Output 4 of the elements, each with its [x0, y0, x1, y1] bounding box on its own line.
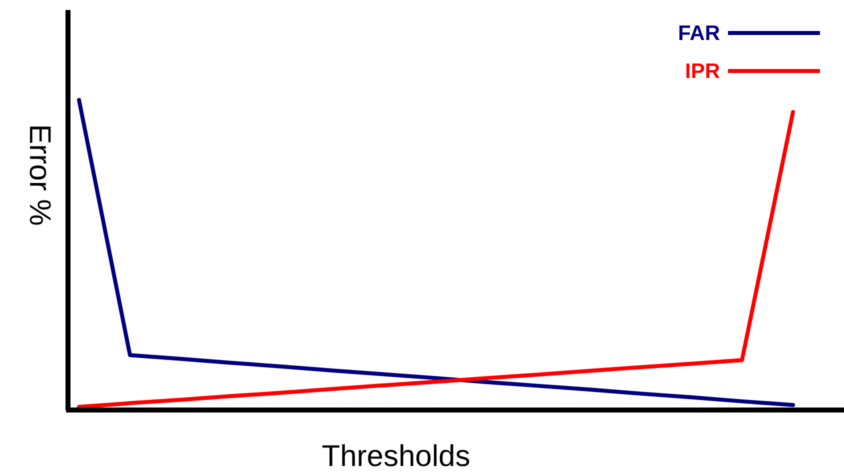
x-axis-title: Thresholds	[322, 440, 470, 473]
y-axis-title: Error %	[23, 124, 56, 226]
legend-label: FAR	[678, 22, 720, 45]
legend-label: IPR	[684, 60, 720, 83]
